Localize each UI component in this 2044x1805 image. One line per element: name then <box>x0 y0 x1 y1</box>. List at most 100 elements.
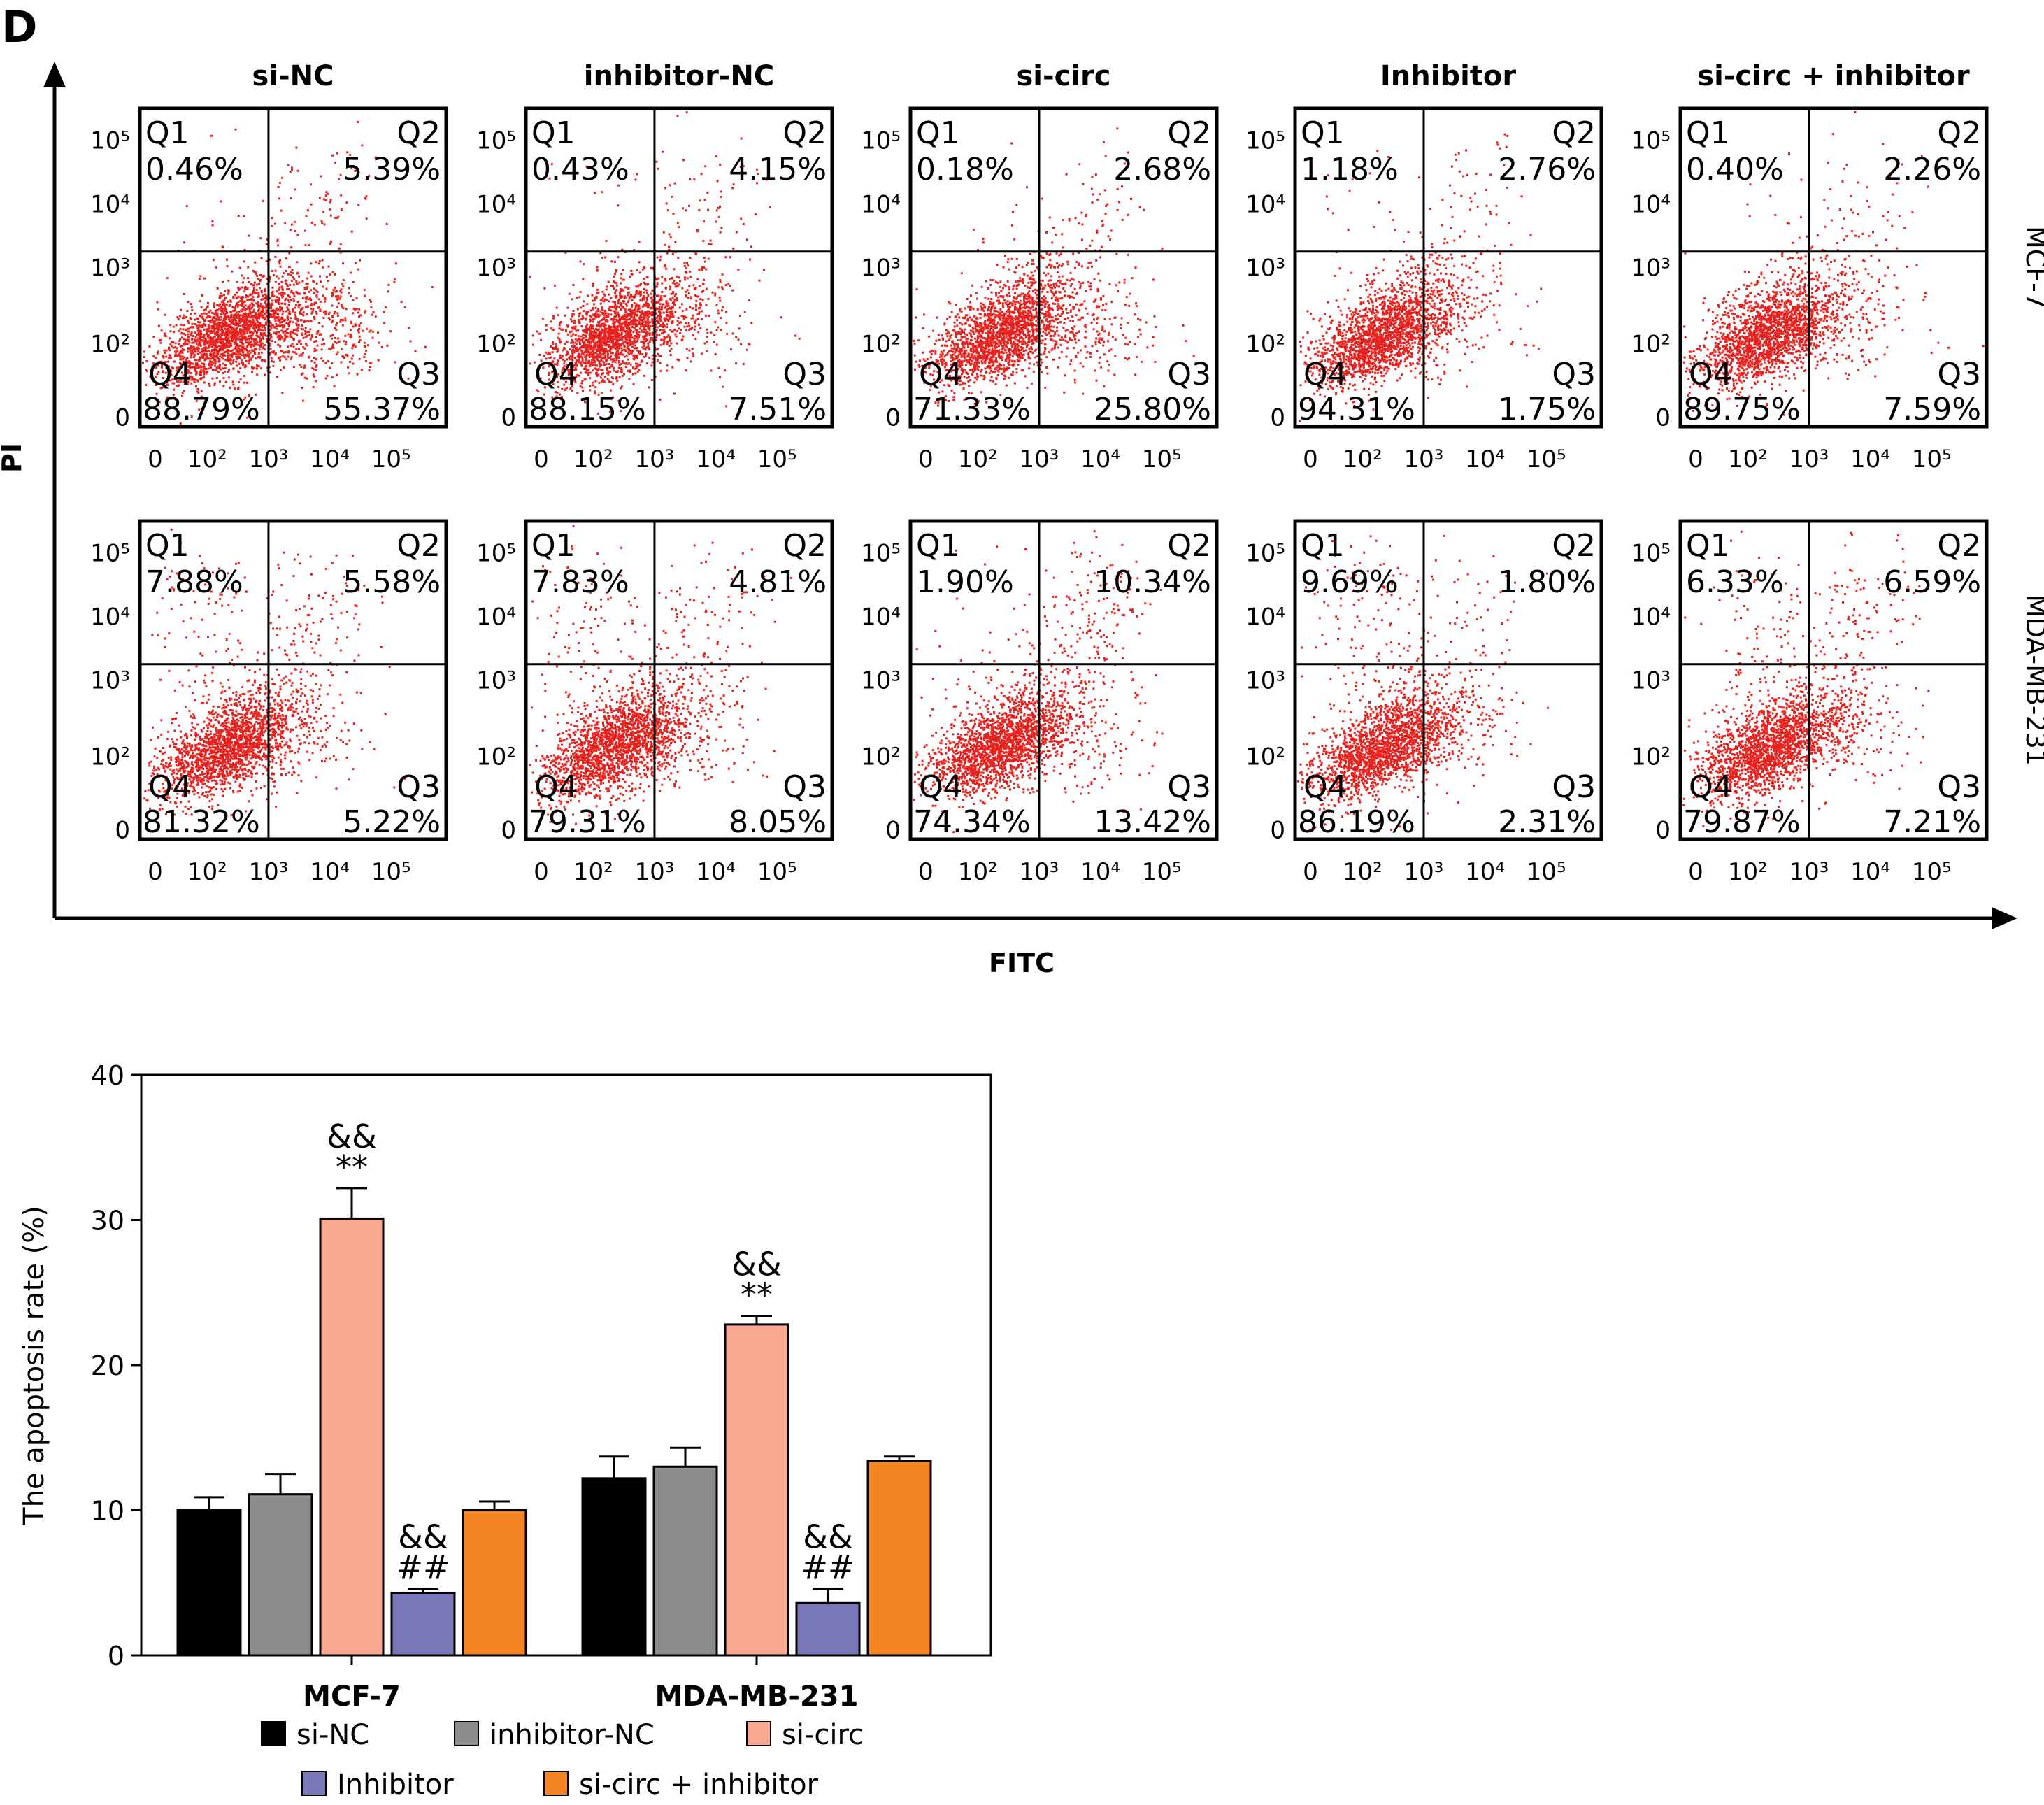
y-tick-label: 10⁵ <box>90 127 130 155</box>
y-tick-label: 0 <box>1270 404 1285 431</box>
y-tick-label: 10⁵ <box>476 540 516 568</box>
column-title: inhibitor-NC <box>584 60 774 92</box>
x-tick-label: 10³ <box>1789 858 1829 886</box>
x-tick-label: 0 <box>534 858 549 886</box>
y-tick-label: 0 <box>115 404 130 431</box>
flow-panel: Q10.43%Q24.15%Q488.15%Q37.51%10⁵10⁴10³10… <box>476 108 832 473</box>
x-tick-label: 0 <box>534 445 549 473</box>
y-tick-label: 0 <box>885 816 901 844</box>
y-tick-label: 10⁴ <box>861 191 901 219</box>
quadrant-q3-value: 25.80% <box>1094 392 1211 427</box>
x-tick-label: 10⁵ <box>757 858 797 886</box>
bar-y-axis-label: The apoptosis rate (%) <box>18 1206 50 1525</box>
figure: D PI FITC si-NC inhibitor-NC si-circ Inhibi… <box>0 0 2044 1805</box>
y-tick-label: 10⁵ <box>476 127 516 155</box>
x-tick-label: 10² <box>1343 858 1382 886</box>
y-tick-label: 10³ <box>476 667 516 695</box>
flow-panel: Q16.33%Q26.59%Q479.87%Q37.21%10⁵10⁴10³10… <box>1631 521 1987 886</box>
y-tick-label: 10² <box>861 743 901 771</box>
x-tick-label: 0 <box>918 445 934 473</box>
y-tick-label: 10⁵ <box>1631 127 1671 155</box>
y-tick-label: 0 <box>1655 816 1671 844</box>
quadrant-q3-name: Q3 <box>396 769 441 805</box>
quadrant-q3-value: 13.42% <box>1094 804 1211 840</box>
bar <box>249 1494 312 1655</box>
quadrant-q2-name: Q2 <box>1167 528 1211 564</box>
quadrant-q4-value: 94.31% <box>1298 392 1415 427</box>
significance-mark: && <box>327 1118 377 1155</box>
quadrant-q2-name: Q2 <box>1937 528 1981 564</box>
y-tick-label: 30 <box>91 1206 124 1236</box>
x-tick-label: 10³ <box>635 858 675 886</box>
quadrant-q3-value: 8.05% <box>729 804 827 840</box>
quadrant-q4-value: 81.32% <box>143 804 260 840</box>
flow-panel: Q19.69%Q21.80%Q486.19%Q32.31%10⁵10⁴10³10… <box>1245 521 1601 886</box>
quadrant-q3-value: 1.75% <box>1498 392 1596 427</box>
quadrant-q4-value: 79.31% <box>529 804 646 840</box>
x-tick-label: 10² <box>1728 445 1768 473</box>
quadrant-q4-value: 74.34% <box>913 804 1031 840</box>
y-tick-label: 10³ <box>861 255 901 283</box>
flow-panel: Q10.40%Q22.26%Q489.75%Q37.59%10⁵10⁴10³10… <box>1631 108 1987 473</box>
x-tick-label: 10⁵ <box>1527 858 1566 886</box>
column-title: si-circ <box>1017 60 1111 92</box>
quadrant-q3-name: Q3 <box>1937 357 1981 392</box>
column-title: Inhibitor <box>1380 60 1516 92</box>
y-tick-label: 10⁴ <box>90 604 130 632</box>
y-tick-label: 10² <box>476 331 516 359</box>
quadrant-q4-name: Q4 <box>1689 769 1733 805</box>
quadrant-q2-value: 4.15% <box>729 152 827 187</box>
y-tick-label: 10³ <box>1245 255 1285 283</box>
quadrant-q1-value: 9.69% <box>1301 564 1399 600</box>
quadrant-q1-name: Q1 <box>1686 528 1730 564</box>
quadrant-q4-value: 71.33% <box>913 392 1031 427</box>
quadrant-q2-name: Q2 <box>396 528 441 564</box>
y-tick-label: 10⁴ <box>1245 191 1285 219</box>
flow-cytometry-grid: PI FITC si-NC inhibitor-NC si-circ Inhibito… <box>0 60 2044 978</box>
y-tick-label: 10² <box>1631 743 1671 771</box>
quadrant-q3-value: 5.22% <box>343 804 441 840</box>
x-tick-label: 10⁴ <box>1850 858 1890 886</box>
y-tick-label: 0 <box>1655 404 1671 431</box>
quadrant-q4-value: 88.15% <box>529 392 646 427</box>
x-tick-label: 10⁵ <box>1527 445 1566 473</box>
y-tick-label: 40 <box>91 1060 124 1091</box>
quadrant-q4-value: 86.19% <box>1298 804 1415 840</box>
fitc-axis-arrowhead <box>1992 907 2017 929</box>
quadrant-q2-name: Q2 <box>1937 115 1981 151</box>
pi-axis-arrowhead <box>43 62 66 87</box>
y-tick-label: 10³ <box>1631 255 1671 283</box>
x-tick-label: 10³ <box>1404 858 1444 886</box>
y-tick-label: 10⁵ <box>861 540 901 568</box>
quadrant-q3-name: Q3 <box>1937 769 1981 805</box>
x-tick-label: 10⁴ <box>1080 445 1120 473</box>
panel-label: D <box>1 1 37 52</box>
quadrant-q2-value: 5.39% <box>343 152 441 187</box>
x-tick-label: 10² <box>573 858 613 886</box>
quadrant-q3-name: Q3 <box>782 769 827 805</box>
y-tick-label: 10 <box>91 1496 124 1527</box>
x-tick-label: 0 <box>148 858 163 886</box>
flow-panel: Q17.83%Q24.81%Q479.31%Q38.05%10⁵10⁴10³10… <box>476 521 832 886</box>
legend-label: si-circ <box>782 1719 864 1751</box>
bar <box>796 1603 859 1655</box>
x-tick-label: 10³ <box>1020 858 1059 886</box>
quadrant-q2-value: 6.59% <box>1883 564 1981 600</box>
quadrant-q1-value: 7.83% <box>531 564 629 600</box>
x-tick-label: 10⁵ <box>371 858 411 886</box>
quadrant-q1-value: 0.46% <box>145 152 243 187</box>
quadrant-q1-name: Q1 <box>916 528 960 564</box>
quadrant-q1-value: 6.33% <box>1686 564 1784 600</box>
quadrant-q1-value: 0.18% <box>916 152 1014 187</box>
y-tick-label: 10⁵ <box>1245 540 1285 568</box>
quadrant-q4-name: Q4 <box>1303 357 1348 392</box>
x-category-label: MDA-MB-231 <box>655 1681 859 1713</box>
x-tick-label: 10³ <box>635 445 675 473</box>
quadrant-q4-name: Q4 <box>1689 357 1733 392</box>
quadrant-q2-name: Q2 <box>396 115 441 151</box>
x-tick-label: 10⁵ <box>1912 445 1952 473</box>
y-tick-label: 10⁴ <box>90 191 130 219</box>
y-tick-label: 10² <box>861 331 901 359</box>
x-tick-label: 10² <box>573 445 613 473</box>
